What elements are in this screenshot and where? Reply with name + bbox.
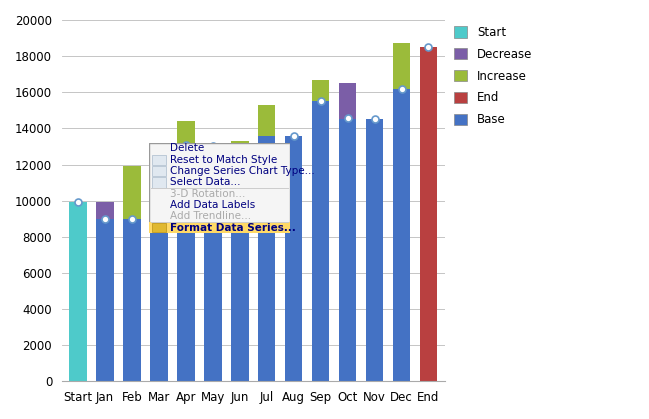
Bar xyxy=(204,168,221,381)
Bar xyxy=(204,145,221,168)
Text: Change Series Chart Type...: Change Series Chart Type... xyxy=(171,166,315,176)
Bar xyxy=(339,83,356,119)
Bar xyxy=(96,202,114,219)
FancyBboxPatch shape xyxy=(153,223,166,232)
Bar xyxy=(150,168,167,381)
Text: Select Data...: Select Data... xyxy=(171,177,241,187)
Bar xyxy=(150,143,167,168)
Bar xyxy=(393,44,410,89)
Bar xyxy=(420,47,437,381)
FancyBboxPatch shape xyxy=(149,143,289,233)
FancyBboxPatch shape xyxy=(149,222,289,233)
Bar xyxy=(312,80,330,101)
Bar xyxy=(339,119,356,381)
Text: Add Trendline...: Add Trendline... xyxy=(171,211,252,221)
Text: Delete: Delete xyxy=(171,143,204,153)
Bar xyxy=(312,101,330,381)
Bar xyxy=(177,121,195,168)
Bar xyxy=(231,168,249,381)
Text: 3-D Rotation...: 3-D Rotation... xyxy=(171,189,246,199)
Bar xyxy=(393,89,410,381)
FancyBboxPatch shape xyxy=(153,166,166,176)
Bar xyxy=(123,219,141,381)
Bar xyxy=(258,105,275,136)
Bar xyxy=(285,136,302,381)
Bar xyxy=(258,136,275,381)
Bar xyxy=(123,166,141,219)
Legend: Start, Decrease, Increase, End, Base: Start, Decrease, Increase, End, Base xyxy=(454,26,532,126)
Text: Add Data Labels: Add Data Labels xyxy=(171,200,256,210)
FancyBboxPatch shape xyxy=(153,177,166,188)
Bar xyxy=(231,141,249,168)
Text: Reset to Match Style: Reset to Match Style xyxy=(171,155,278,165)
Bar xyxy=(366,119,384,381)
Bar xyxy=(96,219,114,381)
Bar xyxy=(177,168,195,381)
Text: Format Data Series...: Format Data Series... xyxy=(171,222,297,233)
Bar xyxy=(69,202,87,381)
FancyBboxPatch shape xyxy=(153,155,166,165)
